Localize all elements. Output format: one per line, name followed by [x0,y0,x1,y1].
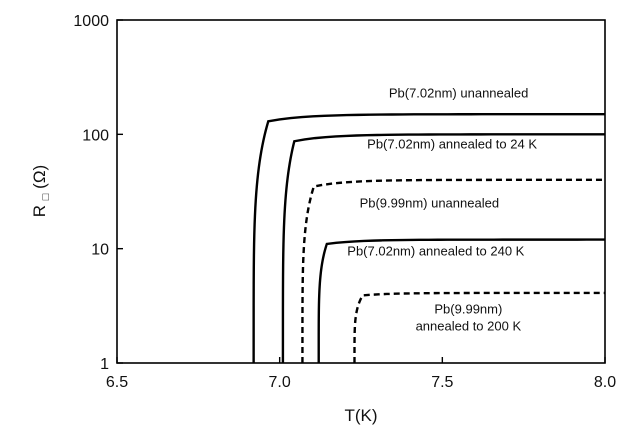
series-annotation-line: Pb(7.02nm) annealed to 240 K [347,244,524,259]
y-axis-title-main: R [30,205,49,217]
plot-lines [252,113,605,364]
y-axis-title-subscript: □ [40,193,52,200]
series-annotation-line: Pb(9.99nm) unannealed [360,195,500,210]
y-tick-label: 1 [100,356,109,373]
y-tick-label: 10 [91,242,109,259]
series-annotation: Pb(7.02nm) annealed to 240 K [347,244,524,259]
x-tick-label: 7.0 [269,374,291,391]
series-line [281,133,605,364]
plot-frame [116,19,606,364]
series-annotations: Pb(7.02nm) unannealed Pb(7.02nm) annealed… [347,85,537,333]
series-annotation: Pb(9.99nm) unannealed [360,195,500,210]
series-line [252,113,605,364]
series-annotation-line: Pb(7.02nm) annealed to 24 K [367,137,537,152]
series-annotation-line: Pb(7.02nm) unannealed [389,85,529,100]
series-line [317,238,605,363]
x-axis-title: T(K) [344,406,377,425]
series-annotation: Pb(7.02nm) annealed to 24 K [367,137,537,152]
series-annotation-line: Pb(9.99nm) [434,302,502,317]
y-axis-ticks: 1 10 100 1000 [73,13,123,373]
x-tick-label: 7.5 [431,374,453,391]
x-axis-ticks: 6.5 7.0 7.5 8.0 [106,357,616,391]
y-axis-title: R □ (Ω) [30,165,53,217]
x-tick-label: 6.5 [106,374,128,391]
y-tick-label: 1000 [73,13,109,30]
x-tick-label: 8.0 [594,374,616,391]
series-annotation-line: annealed to 200 K [416,319,522,334]
y-axis-title-unit: (Ω) [30,165,49,189]
series-line [353,291,605,364]
series-line [301,178,605,364]
series-annotation: Pb(9.99nm) annealed to 200 K [416,302,522,334]
series-annotation: Pb(7.02nm) unannealed [389,85,529,100]
y-tick-label: 100 [82,127,109,144]
